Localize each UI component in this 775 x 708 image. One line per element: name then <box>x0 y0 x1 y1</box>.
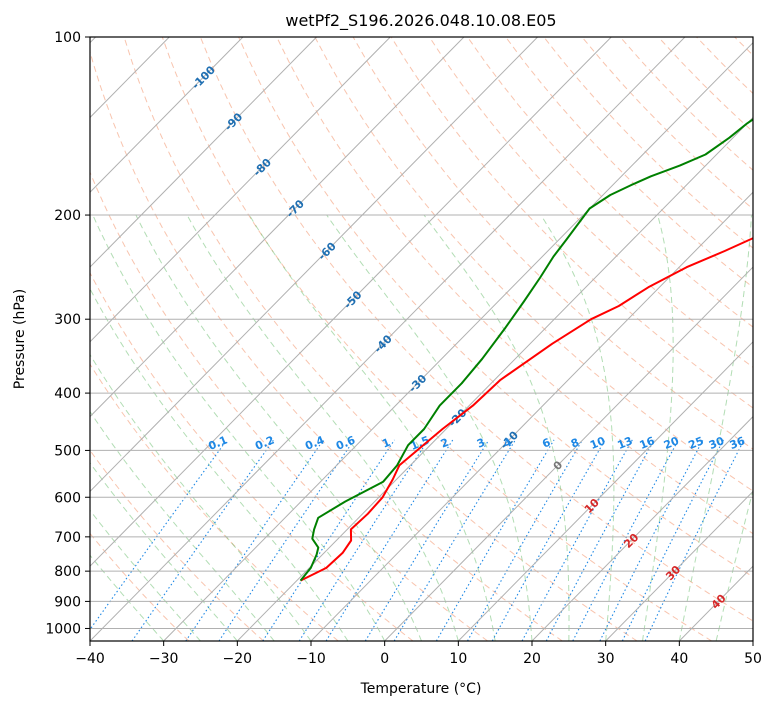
dry-adiabat <box>90 363 339 641</box>
plot-frame <box>89 36 754 642</box>
mixing-ratio-label: 20 <box>662 434 681 452</box>
mixing-ratio-line <box>621 439 724 641</box>
mixing-ratio-line <box>644 439 745 641</box>
isotherm-line <box>163 41 753 641</box>
moist-adiabat <box>92 214 386 641</box>
y-axis-label: Pressure (hPa) <box>12 289 28 389</box>
mixing-ratio-line <box>131 439 275 641</box>
isotherm-line <box>605 490 753 641</box>
series-lines <box>299 118 753 582</box>
isotherm-line <box>90 37 391 343</box>
y-tick-label: 300 <box>54 312 81 328</box>
mixing-ratio-line <box>298 439 429 641</box>
moist-adiabat <box>678 214 752 641</box>
mixing-ratio-line <box>491 439 606 641</box>
y-tick-label: 400 <box>54 386 81 402</box>
dry-adiabat <box>90 49 563 641</box>
grid-lines <box>90 37 753 641</box>
dry-adiabat <box>90 449 264 641</box>
mixing-ratio-label: 25 <box>687 434 706 452</box>
mixing-ratio-label: 16 <box>638 434 657 452</box>
moist-adiabat <box>248 214 496 641</box>
mixing-ratio-label: 8 <box>569 436 581 451</box>
y-tick-label: 600 <box>54 490 81 506</box>
mixing-ratio-label: 3 <box>475 436 487 451</box>
dry-adiabat <box>352 37 753 450</box>
y-tick-label: 500 <box>54 443 81 459</box>
isotherm-line <box>384 266 753 641</box>
chart-title: wetPf2_S196.2026.048.10.08.E05 <box>285 11 556 31</box>
plot-background <box>90 37 753 641</box>
isotherm-line <box>90 37 465 418</box>
x-tick-label: 50 <box>744 651 762 667</box>
moist-adiabat <box>90 410 275 641</box>
y-tick-label: 1000 <box>45 621 81 637</box>
mixing-ratio-line <box>90 439 228 631</box>
isotherm-line <box>752 640 753 641</box>
y-tick-label: 700 <box>54 530 81 546</box>
dry-adiabat <box>90 170 488 641</box>
y-tick-label: 100 <box>54 30 81 46</box>
mixing-ratio-line <box>364 439 490 641</box>
temperature-line <box>300 237 753 582</box>
x-axis-label: Temperature (°C) <box>360 681 482 697</box>
mixing-ratio-label: 36 <box>728 434 747 452</box>
moist-adiabat <box>326 214 533 641</box>
isotherm-line <box>236 116 753 641</box>
mixing-ratio-line <box>325 439 454 641</box>
x-tick-label: −30 <box>149 651 179 667</box>
isotherm-line <box>90 37 317 268</box>
isotherm-line <box>310 191 753 641</box>
dry-adiabat <box>238 37 753 578</box>
dry-adiabat <box>199 37 753 622</box>
mixing-ratio-line <box>467 439 583 641</box>
mixing-ratio-line <box>599 439 704 641</box>
dry-adiabat <box>314 37 753 492</box>
mixing-ratio-line <box>435 439 555 641</box>
y-tick-label: 200 <box>54 208 81 224</box>
isotherm-line <box>90 37 244 193</box>
isotherm-line <box>90 37 538 493</box>
y-axis-ticks: 100 200 300 400 500 600 700 800 900 1000 <box>45 30 90 637</box>
x-tick-label: −20 <box>223 651 253 667</box>
isotherm-line <box>90 37 612 567</box>
y-tick-label: 800 <box>54 564 81 580</box>
x-axis-ticks: −40 −30 −20 −10 0 10 20 30 40 50 <box>75 641 762 667</box>
moist-adiabat <box>642 214 674 641</box>
dry-adiabat <box>467 37 753 328</box>
x-tick-label: −10 <box>296 651 326 667</box>
dry-adiabat <box>428 37 753 368</box>
isotherm-line <box>457 341 753 641</box>
dry-adiabat <box>390 37 753 409</box>
x-tick-label: 20 <box>523 651 541 667</box>
mixing-ratio-line <box>521 439 633 641</box>
moist-adiabat <box>90 353 312 641</box>
dry-adiabat <box>123 37 638 641</box>
moist-adiabat <box>423 214 570 641</box>
mixing-ratio-line <box>185 439 324 641</box>
moist-adiabat <box>135 214 422 641</box>
x-tick-label: 10 <box>449 651 467 667</box>
mixing-ratio-label: 30 <box>707 434 726 452</box>
mixing-ratio-label: 10 <box>588 434 607 452</box>
mixing-ratio-line <box>218 439 355 641</box>
dewpoint-line <box>299 118 753 582</box>
x-tick-label: −40 <box>75 651 105 667</box>
moist-adiabat <box>540 214 615 641</box>
dry-adiabat <box>161 37 712 641</box>
moist-adiabat <box>90 462 238 641</box>
isotherm-line <box>90 37 686 641</box>
x-tick-label: 40 <box>670 651 688 667</box>
mixing-ratio-label: 2 <box>439 436 451 451</box>
isotherm-line <box>531 415 753 641</box>
moist-adiabat <box>186 214 459 641</box>
x-tick-label: 0 <box>380 651 389 667</box>
mixing-ratio-label: 13 <box>615 434 634 452</box>
mixing-ratio-label: 1 <box>380 436 392 451</box>
x-tick-label: 30 <box>597 651 615 667</box>
y-tick-label: 900 <box>54 594 81 610</box>
